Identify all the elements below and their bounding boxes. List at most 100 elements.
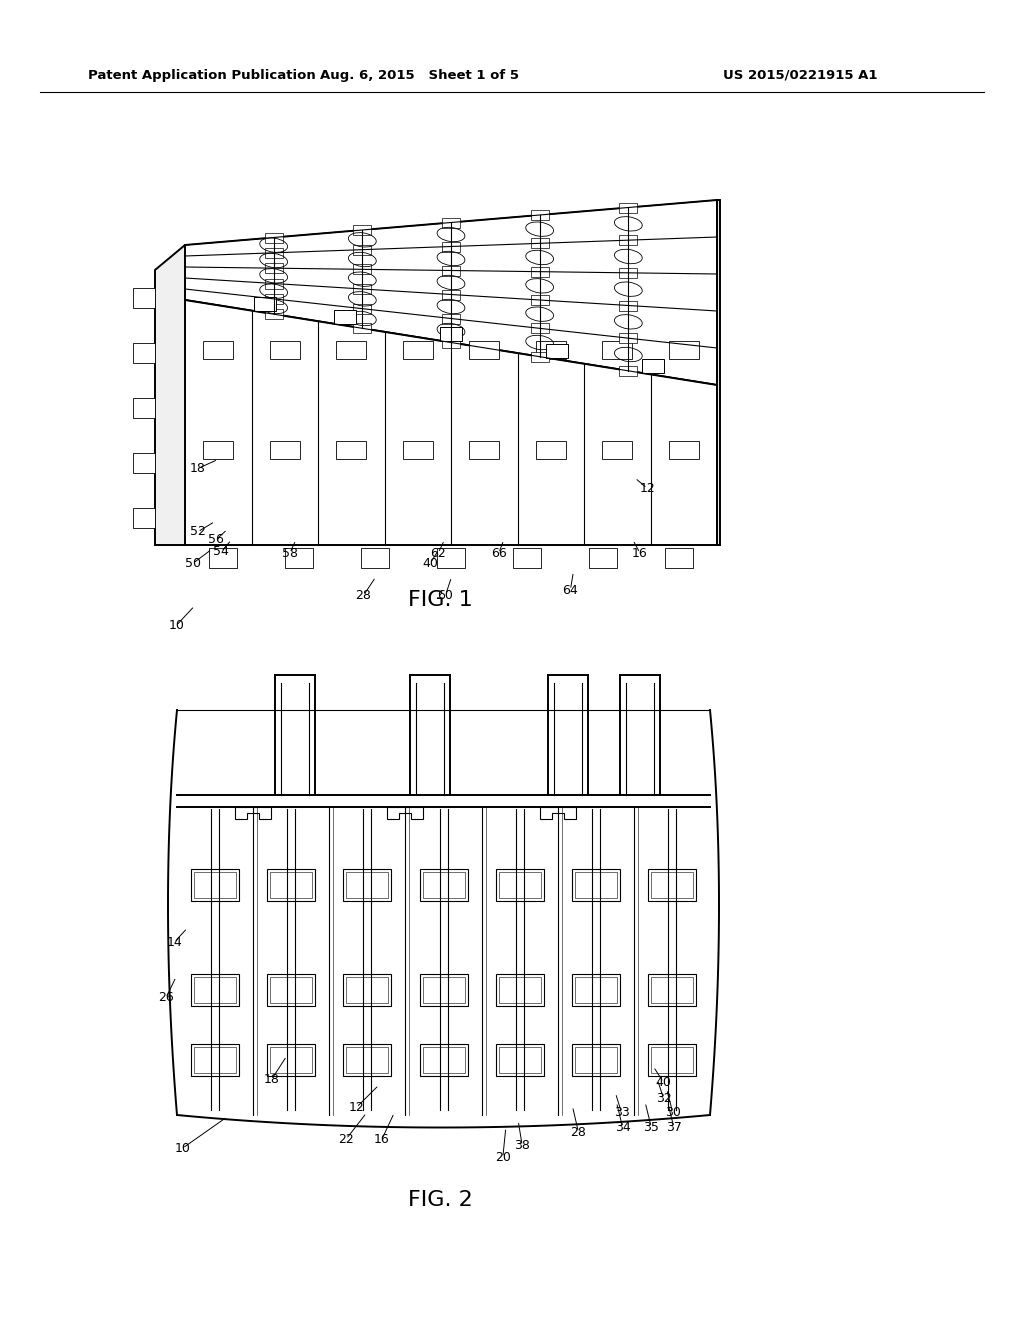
Polygon shape (571, 1044, 620, 1076)
Polygon shape (620, 366, 637, 376)
Polygon shape (254, 297, 275, 310)
Polygon shape (209, 548, 237, 568)
Polygon shape (620, 202, 637, 213)
Polygon shape (133, 342, 155, 363)
Text: 16: 16 (374, 1133, 390, 1146)
Polygon shape (155, 246, 185, 545)
Polygon shape (264, 279, 283, 289)
Text: 33: 33 (613, 1106, 630, 1119)
Polygon shape (269, 341, 300, 359)
Polygon shape (191, 869, 239, 902)
Polygon shape (571, 974, 620, 1006)
Polygon shape (669, 341, 698, 359)
Polygon shape (264, 294, 283, 304)
Polygon shape (264, 263, 283, 273)
Polygon shape (133, 288, 155, 308)
Polygon shape (353, 224, 372, 235)
Text: 10: 10 (174, 1142, 190, 1155)
Polygon shape (437, 548, 465, 568)
Polygon shape (336, 341, 367, 359)
Polygon shape (442, 265, 460, 276)
Text: 26: 26 (158, 991, 174, 1005)
Polygon shape (530, 294, 549, 305)
Polygon shape (620, 235, 637, 246)
Polygon shape (353, 244, 372, 255)
Polygon shape (267, 974, 315, 1006)
Text: 34: 34 (614, 1121, 631, 1134)
Text: 30: 30 (665, 1106, 681, 1119)
Polygon shape (387, 807, 424, 818)
Text: 10: 10 (168, 619, 184, 632)
Polygon shape (264, 232, 283, 243)
Polygon shape (442, 289, 460, 300)
Polygon shape (648, 1044, 696, 1076)
Polygon shape (334, 309, 355, 323)
Polygon shape (420, 974, 468, 1006)
Polygon shape (353, 264, 372, 275)
Polygon shape (191, 974, 239, 1006)
Polygon shape (589, 548, 617, 568)
Polygon shape (343, 974, 391, 1006)
Text: 16: 16 (632, 546, 648, 560)
Text: 18: 18 (189, 462, 206, 475)
Polygon shape (496, 869, 544, 902)
Polygon shape (530, 323, 549, 334)
Text: 18: 18 (263, 1073, 280, 1086)
Text: 20: 20 (495, 1151, 511, 1164)
Text: 62: 62 (430, 546, 446, 560)
Polygon shape (442, 218, 460, 227)
Polygon shape (185, 300, 717, 545)
Polygon shape (402, 441, 433, 459)
Text: 40: 40 (655, 1076, 672, 1089)
Polygon shape (469, 341, 500, 359)
Polygon shape (203, 341, 233, 359)
Polygon shape (203, 441, 233, 459)
Polygon shape (648, 974, 696, 1006)
Text: 40: 40 (422, 557, 438, 570)
Text: 22: 22 (338, 1133, 354, 1146)
Polygon shape (648, 869, 696, 902)
Polygon shape (530, 351, 549, 362)
Text: 28: 28 (355, 589, 372, 602)
Polygon shape (496, 1044, 544, 1076)
Text: 52: 52 (189, 525, 206, 539)
Polygon shape (267, 1044, 315, 1076)
Text: 14: 14 (166, 936, 182, 949)
Polygon shape (264, 309, 283, 319)
Text: 38: 38 (514, 1139, 530, 1152)
Polygon shape (185, 201, 717, 385)
Polygon shape (133, 453, 155, 473)
Text: 32: 32 (655, 1092, 672, 1105)
Polygon shape (642, 359, 665, 372)
Text: FIG. 2: FIG. 2 (408, 1191, 472, 1210)
Polygon shape (547, 343, 568, 358)
Text: 54: 54 (213, 545, 229, 558)
Text: 12: 12 (639, 482, 655, 495)
Polygon shape (602, 441, 632, 459)
Polygon shape (530, 267, 549, 277)
Polygon shape (402, 341, 433, 359)
Polygon shape (536, 441, 565, 459)
Polygon shape (353, 304, 372, 314)
Polygon shape (665, 548, 693, 568)
Text: 58: 58 (282, 546, 298, 560)
Polygon shape (267, 869, 315, 902)
Polygon shape (440, 326, 462, 341)
Polygon shape (191, 1044, 239, 1076)
Text: 35: 35 (643, 1121, 659, 1134)
Text: 60: 60 (437, 589, 454, 602)
Polygon shape (285, 548, 313, 568)
Text: Aug. 6, 2015   Sheet 1 of 5: Aug. 6, 2015 Sheet 1 of 5 (321, 69, 519, 82)
Polygon shape (469, 441, 500, 459)
Text: US 2015/0221915 A1: US 2015/0221915 A1 (723, 69, 878, 82)
Polygon shape (442, 338, 460, 347)
Polygon shape (133, 397, 155, 417)
Polygon shape (530, 210, 549, 220)
Text: 50: 50 (184, 557, 201, 570)
Polygon shape (353, 284, 372, 294)
Polygon shape (343, 1044, 391, 1076)
Polygon shape (620, 268, 637, 277)
Polygon shape (236, 807, 271, 818)
Polygon shape (420, 1044, 468, 1076)
Text: Patent Application Publication: Patent Application Publication (88, 69, 315, 82)
